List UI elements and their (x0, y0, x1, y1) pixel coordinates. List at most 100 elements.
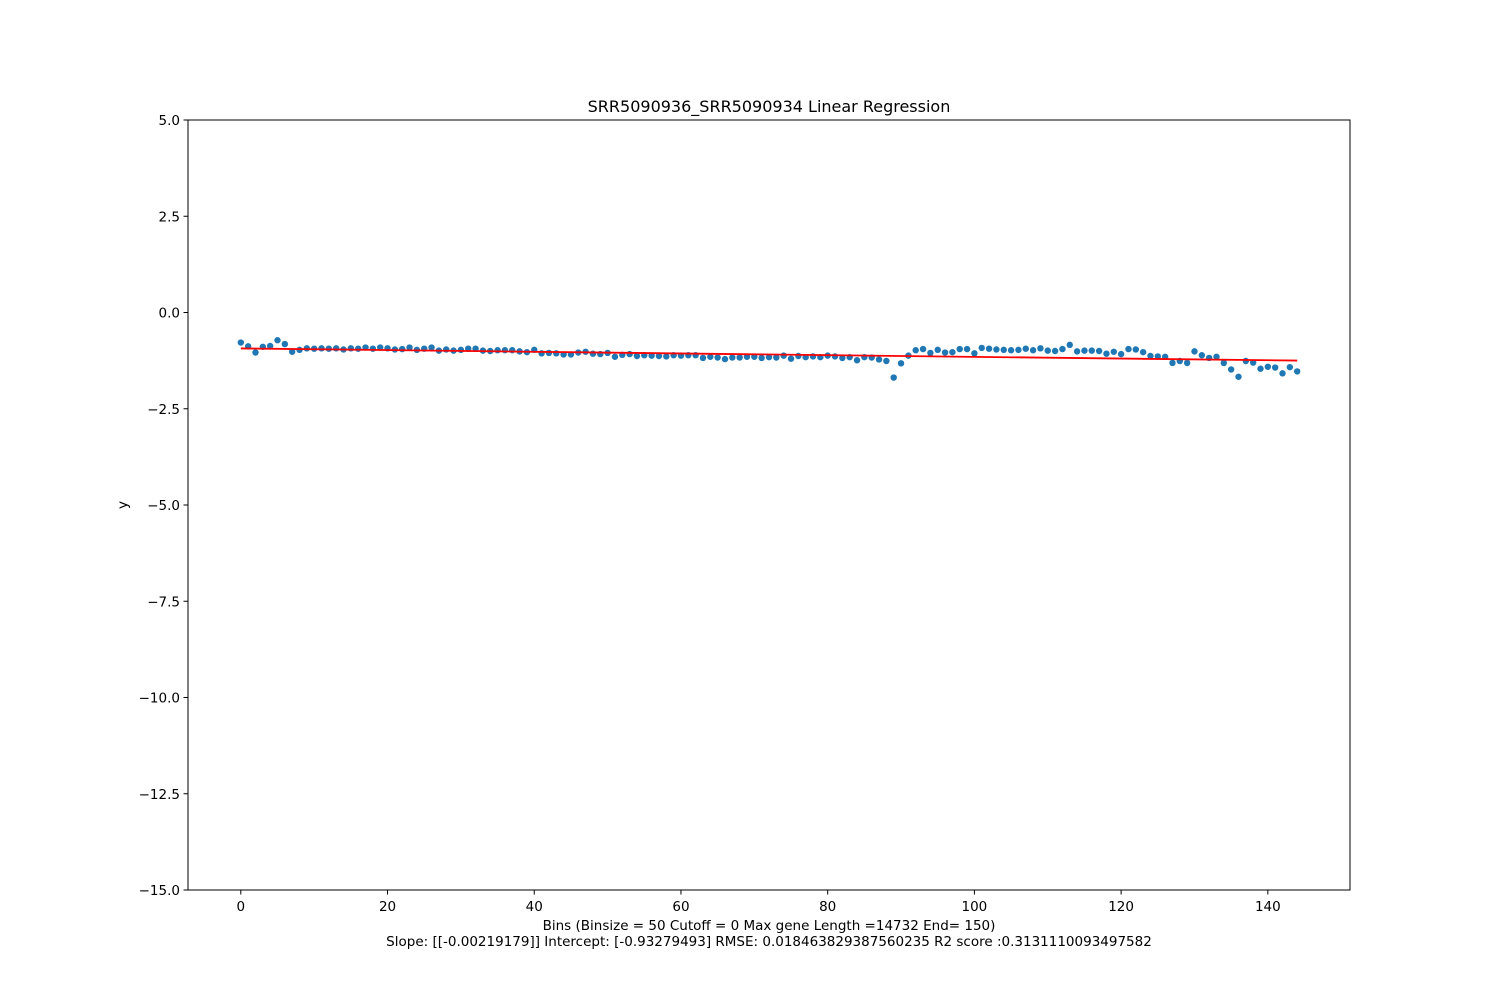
data-point (399, 345, 406, 353)
y-tick-label: −12.5 (139, 787, 180, 803)
data-point (1183, 359, 1191, 367)
data-point (1227, 366, 1235, 373)
x-tick-label: 140 (1255, 899, 1281, 915)
data-point (1022, 345, 1029, 352)
data-point (1257, 365, 1264, 372)
data-point (919, 345, 927, 353)
data-point (787, 355, 795, 362)
x-tick-label: 60 (672, 899, 689, 915)
data-point (611, 353, 619, 360)
data-point (1139, 348, 1147, 356)
data-point (457, 346, 465, 354)
data-point (743, 353, 751, 360)
x-axis-ticks: 0 20 40 60 80 100 120 140 (237, 890, 1281, 915)
data-point (941, 349, 949, 356)
data-point (875, 356, 883, 363)
data-point (1242, 357, 1250, 365)
data-point (927, 349, 934, 357)
data-point (714, 354, 721, 361)
data-point (266, 342, 274, 350)
x-tick-label: 100 (962, 899, 988, 915)
data-point (934, 346, 941, 354)
data-point (707, 353, 714, 360)
data-point (1051, 347, 1059, 355)
data-point (1271, 364, 1279, 371)
y-tick-label: 5.0 (159, 113, 180, 129)
data-point (318, 345, 325, 352)
data-point (1117, 350, 1125, 358)
regression-stats: Slope: [[-0.00219179]] Intercept: [-0.93… (386, 934, 1152, 950)
data-point (274, 337, 281, 344)
data-point (1066, 341, 1073, 349)
data-point (1147, 352, 1154, 360)
data-point (993, 346, 1000, 353)
data-point (1110, 348, 1117, 355)
data-point (839, 354, 846, 362)
data-point (1081, 347, 1088, 354)
data-point (1015, 346, 1022, 354)
data-point (545, 349, 553, 357)
data-point (1264, 363, 1272, 370)
data-point (428, 344, 435, 351)
data-point (369, 345, 377, 352)
data-point (1293, 368, 1301, 375)
data-point (729, 354, 736, 361)
x-tick-label: 120 (1108, 899, 1134, 915)
data-point (1029, 347, 1037, 354)
data-point (1007, 347, 1015, 354)
y-tick-label: −7.5 (147, 594, 180, 610)
data-point (1220, 359, 1228, 367)
data-point (1132, 346, 1139, 353)
data-point (780, 352, 787, 359)
data-point (509, 347, 516, 354)
y-axis-label: y (115, 501, 131, 509)
data-point (494, 347, 501, 354)
data-point (633, 352, 641, 360)
data-point (765, 353, 773, 361)
data-point (949, 348, 956, 356)
data-point (1000, 346, 1007, 354)
data-point (1103, 350, 1110, 357)
data-point (1169, 359, 1176, 367)
data-point (1125, 345, 1132, 353)
data-point (663, 353, 670, 360)
y-tick-label: −10.0 (139, 691, 180, 707)
y-tick-label: 0.0 (159, 306, 180, 322)
data-point (1191, 348, 1198, 355)
data-point (912, 347, 919, 354)
data-point (501, 347, 509, 354)
data-point (1213, 353, 1220, 360)
data-point (1154, 353, 1162, 360)
data-point (288, 348, 296, 355)
data-point (890, 374, 897, 381)
data-point (773, 354, 780, 361)
data-point (963, 345, 971, 353)
data-point (1235, 373, 1242, 380)
regression-line-group (240, 347, 1298, 362)
data-point (1044, 347, 1051, 354)
data-point (354, 345, 362, 352)
data-point (332, 345, 340, 352)
data-point (626, 350, 633, 358)
x-axis-label: Bins (Binsize = 50 Cutoff = 0 Max gene L… (543, 918, 996, 934)
data-point (1037, 345, 1044, 352)
data-point (721, 355, 729, 363)
data-point (237, 339, 245, 346)
data-point (985, 345, 993, 352)
data-point (553, 350, 560, 357)
data-point (956, 345, 963, 353)
y-tick-label: 2.5 (159, 209, 180, 225)
data-point (252, 349, 259, 356)
data-point (406, 344, 413, 351)
data-point (1198, 352, 1206, 359)
data-point (1073, 348, 1081, 355)
data-point (281, 340, 289, 348)
data-point (883, 357, 890, 365)
data-point (795, 352, 802, 360)
x-tick-label: 0 (237, 899, 246, 915)
x-tick-label: 80 (819, 899, 836, 915)
data-point (831, 353, 839, 360)
y-tick-label: −2.5 (147, 402, 180, 418)
data-point (699, 354, 707, 362)
